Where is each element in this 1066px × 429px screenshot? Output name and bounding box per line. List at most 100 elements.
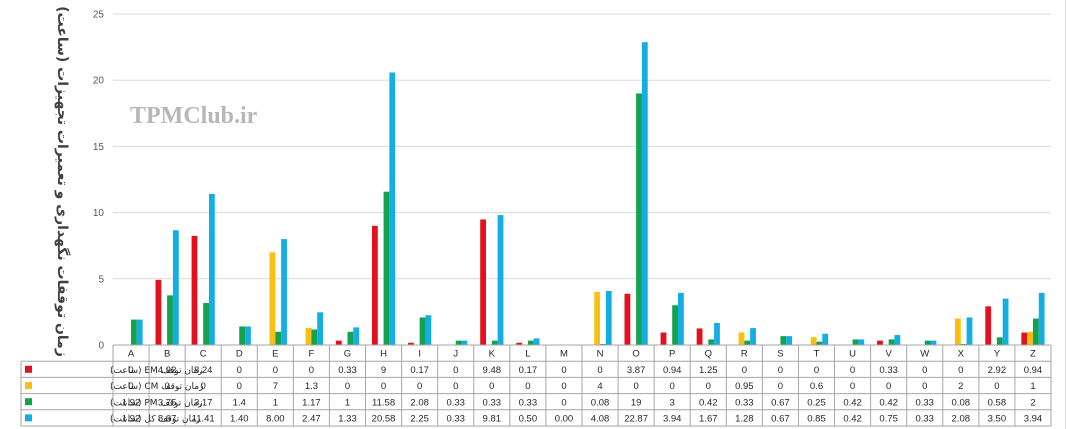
data-label: 1.17 <box>302 397 321 408</box>
bar-W-series-3 <box>924 340 931 345</box>
watermark-text: TPMClub.ir <box>130 103 258 129</box>
category-label: R <box>741 349 748 360</box>
data-label: 1.67 <box>699 414 718 425</box>
data-label: 0 <box>994 381 999 392</box>
data-label: 0.33 <box>915 414 934 425</box>
category-label: U <box>849 349 856 360</box>
bar-O-series-4 <box>641 42 648 345</box>
data-label: 0 <box>128 381 133 392</box>
data-label: 1 <box>1030 381 1035 392</box>
bar-H-series-3 <box>383 191 390 345</box>
data-label: 0.33 <box>446 397 465 408</box>
data-label: 1.40 <box>230 414 249 425</box>
bar-I-series-3 <box>419 317 426 345</box>
bar-C-series-3 <box>203 303 209 345</box>
data-label: 0 <box>453 365 458 376</box>
data-label: 0.00 <box>555 414 574 425</box>
category-label: Z <box>1030 349 1036 360</box>
data-label: 11.58 <box>372 397 395 408</box>
data-label: 0.33 <box>915 397 934 408</box>
bar-J-series-3 <box>455 340 462 345</box>
bar-V-series-3 <box>888 339 895 345</box>
bar-X-series-2 <box>955 318 961 345</box>
data-label: 0 <box>633 381 638 392</box>
data-label: 1 <box>273 397 278 408</box>
data-label: 9.48 <box>483 365 502 376</box>
y-tick-label: 0 <box>98 341 104 352</box>
data-label: 1.92 <box>122 397 141 408</box>
data-label: 1.3 <box>305 381 318 392</box>
category-label: W <box>920 349 929 360</box>
data-label: 0 <box>417 381 422 392</box>
data-label: 3.87 <box>627 365 646 376</box>
data-label: 0 <box>886 381 891 392</box>
data-label: 0 <box>922 365 927 376</box>
data-label: 0.94 <box>663 365 682 376</box>
data-label: 7 <box>273 381 278 392</box>
data-label: 0.33 <box>735 397 754 408</box>
category-label: S <box>777 349 783 360</box>
bar-X-series-3 <box>960 343 967 345</box>
bar-A-series-3 <box>131 319 137 345</box>
y-tick-label: 15 <box>93 142 105 153</box>
bar-S-series-4 <box>786 336 793 345</box>
data-label: 0.95 <box>735 381 754 392</box>
data-label: 0.33 <box>483 397 502 408</box>
bar-L-series-4 <box>533 338 540 345</box>
bar-N-series-4 <box>605 290 612 345</box>
category-label: E <box>272 349 278 360</box>
legend-key <box>25 414 32 422</box>
data-label: 0 <box>525 381 530 392</box>
data-label: 8.24 <box>194 365 213 376</box>
data-label: 1 <box>345 397 350 408</box>
data-label: 0 <box>778 365 783 376</box>
bar-Q-series-3 <box>708 339 715 345</box>
data-label: 0 <box>922 381 927 392</box>
data-label: 0 <box>309 365 314 376</box>
data-label: 0 <box>850 365 855 376</box>
y-tick-label: 5 <box>98 274 104 285</box>
data-label: 2.47 <box>302 414 321 425</box>
bar-Z-series-3 <box>1032 318 1039 345</box>
category-label: B <box>164 349 170 360</box>
data-label: 0.67 <box>771 397 790 408</box>
data-label: 0 <box>201 381 206 392</box>
bar-I-series-1 <box>408 342 414 345</box>
data-label: 0 <box>561 365 566 376</box>
bar-Y-series-1 <box>985 306 992 345</box>
data-label: 3.94 <box>663 414 682 425</box>
bar-B-series-4 <box>172 230 179 345</box>
legend-entry: زمان توقف PM (ساعت) <box>110 398 203 408</box>
data-label: 9.81 <box>483 414 502 425</box>
category-label: X <box>958 349 965 360</box>
bar-F-series-3 <box>311 329 318 345</box>
data-label: 0.33 <box>338 365 357 376</box>
bar-P-series-3 <box>672 305 678 345</box>
data-label: 2.92 <box>988 365 1007 376</box>
bar-Z-series-1 <box>1021 332 1028 345</box>
data-label: 0.67 <box>771 414 790 425</box>
data-label: 0.33 <box>446 414 465 425</box>
y-axis-title: زمان توقفات نگهداری و تعمیرات تجهیزات (س… <box>54 6 71 357</box>
bar-U-series-4 <box>858 339 865 345</box>
bar-G-series-1 <box>335 340 342 345</box>
data-label: 0.42 <box>879 397 898 408</box>
category-label: O <box>632 349 639 360</box>
data-label: 0.85 <box>807 414 826 425</box>
bar-B-series-3 <box>167 295 173 345</box>
data-label: 0 <box>670 381 675 392</box>
category-label: N <box>597 349 604 360</box>
data-label: 0.17 <box>410 365 429 376</box>
bar-R-series-4 <box>750 328 756 345</box>
data-label: 0 <box>164 381 169 392</box>
category-label: Y <box>994 349 1001 360</box>
data-label: 3 <box>670 397 675 408</box>
data-label: 4.92 <box>158 365 177 376</box>
category-label: M <box>560 349 568 360</box>
bar-W-series-4 <box>930 340 937 345</box>
category-label: T <box>814 349 820 360</box>
legend-key <box>25 365 32 373</box>
data-label: 0.42 <box>699 397 718 408</box>
bar-E-series-2 <box>269 252 276 345</box>
